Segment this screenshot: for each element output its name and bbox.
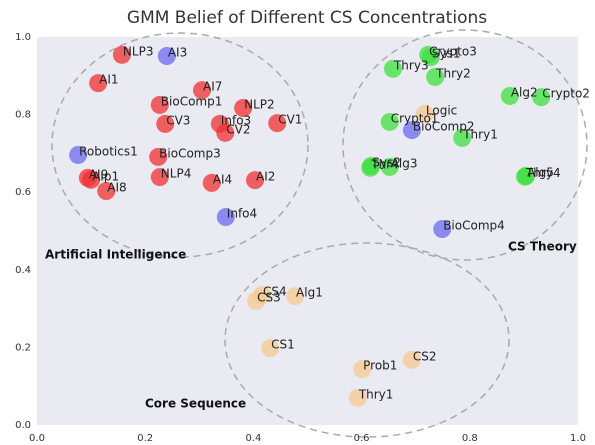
point-label: NLP2 [244,98,275,112]
point-label: AI8 [107,181,126,195]
point [433,220,452,239]
point-label: NLP3 [123,44,154,58]
point-label: Alg5 [527,165,554,179]
point [150,168,169,187]
x-tick-label: 0.2 [137,433,153,444]
point-label: Sys2 [372,155,401,169]
point [380,112,399,131]
point-label: CS3 [257,290,281,304]
point-label: AIp1 [92,169,119,183]
y-tick-label: 0.4 [15,265,31,276]
point [157,47,176,66]
point-label: AI3 [168,46,187,60]
x-tick-label: 0.6 [354,433,370,444]
point [216,208,235,227]
chart-title: GMM Belief of Different CS Concentration… [127,8,487,28]
point-label: Info4 [227,207,257,221]
cluster-label: Core Sequence [145,397,246,411]
point-label: AI1 [99,73,118,87]
point [112,45,131,64]
point-label: Crypto3 [429,44,477,58]
point-label: CS2 [413,349,437,363]
x-tick-label: 0.4 [245,433,261,444]
point [202,173,221,192]
x-tick-label: 1.0 [570,433,586,444]
y-tick-label: 0.8 [15,110,31,121]
point-label: Alg3 [391,156,418,170]
point-label: Crypto2 [542,87,590,101]
point [149,147,168,166]
point [286,287,305,306]
point-label: CV3 [166,113,190,127]
point [426,67,445,86]
point-label: BioComp2 [413,120,475,134]
point [246,171,265,190]
point [69,145,88,164]
plot-area [37,37,578,425]
point [247,291,266,310]
x-tick-label: 0.0 [29,433,45,444]
point [261,339,280,358]
point-label: AI9 [89,167,108,181]
point-label: Alg1 [296,286,323,300]
cluster-label: Artificial Intelligence [45,248,186,262]
point-label: AI2 [256,170,275,184]
point [421,48,440,67]
point [402,121,421,140]
y-tick-label: 0.2 [15,342,31,353]
cluster-outline [342,29,588,261]
cluster-outline [224,242,510,438]
point [348,388,367,407]
point-label: BioComp4 [443,219,505,233]
point [402,350,421,369]
point-label: CV1 [278,113,302,127]
point [515,167,534,186]
y-tick-label: 0.6 [15,187,31,198]
point-label: Thry2 [435,66,471,80]
point [156,114,175,133]
point [532,88,551,107]
point [500,86,519,105]
point [193,81,212,100]
point [453,128,472,147]
point-label: Info3 [221,113,251,127]
point-label: Crypto1 [391,111,439,125]
point-label: BioComp1 [161,94,223,108]
y-tick-label: 0.0 [15,420,31,431]
point-label: Logic [426,103,457,117]
point-label: Robotics1 [79,144,138,158]
point [361,158,380,177]
point-label: Thry1 [462,127,498,141]
point [97,182,116,201]
y-tick-label: 1.0 [15,32,31,43]
point-label: AI4 [213,172,232,186]
point-label: CV2 [226,122,250,136]
point-label: Prob1 [363,359,397,373]
point-label: Thry4 [525,166,561,180]
point [89,74,108,93]
point-label: NLP4 [161,167,192,181]
point-label: Thry3 [393,58,429,72]
point-label: Sys1 [432,47,461,61]
point-label: Thry1 [358,387,394,401]
point-label: CS1 [271,338,295,352]
point-label: AI7 [203,80,222,94]
point [150,95,169,114]
cluster-outline [51,32,309,258]
point [415,104,434,123]
point-label: Thr4 [370,157,399,171]
point [268,114,287,133]
point [383,59,402,78]
point-label: CS4 [263,285,287,299]
cluster-label: CS Theory [508,240,577,254]
point-label: Alg2 [511,85,538,99]
point-label: BioComp3 [159,146,221,160]
point [216,123,235,142]
point [234,99,253,118]
point [82,170,101,189]
point [380,157,399,176]
x-tick-label: 0.8 [462,433,478,444]
point [353,360,372,379]
